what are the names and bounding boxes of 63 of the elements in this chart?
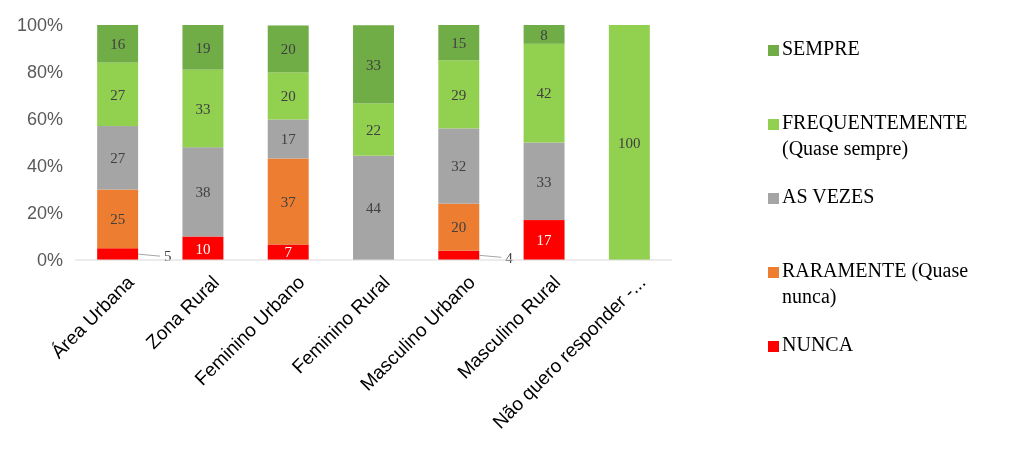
bar (267, 119, 309, 159)
bar (608, 25, 650, 260)
data-label: 33 (195, 100, 211, 117)
data-label: 17 (536, 232, 553, 249)
bar (438, 128, 480, 204)
data-label: 100 (618, 134, 641, 151)
bar (182, 69, 224, 148)
bar (267, 25, 309, 73)
bar (523, 142, 565, 221)
bar (97, 62, 139, 127)
data-label: 27 (110, 150, 126, 167)
legend-label: NUNCA (782, 333, 854, 355)
legend-label: RARAMENTE (Quase nunca) (782, 259, 969, 308)
legend-label: AS VEZES (782, 185, 875, 207)
bar (97, 126, 139, 190)
data-label: 29 (451, 86, 467, 103)
bar (438, 25, 480, 61)
data-label: 16 (110, 36, 126, 53)
bar (353, 103, 394, 156)
y-tick-label: 60% (26, 109, 63, 130)
data-label: 32 (451, 158, 467, 175)
y-tick-label: 0% (36, 250, 63, 271)
data-label: 5 (164, 248, 172, 265)
bar (353, 155, 394, 260)
data-label: 33 (366, 56, 381, 73)
data-label: 20 (451, 219, 467, 236)
legend-label: FREQUENTEMENTE (Quase sempre) (782, 111, 968, 160)
bar (438, 60, 480, 129)
data-label: 27 (110, 86, 126, 103)
bar (97, 189, 139, 249)
bar (97, 25, 139, 63)
y-tick-label: 100% (16, 15, 63, 36)
bar (353, 25, 394, 104)
bar (267, 158, 309, 245)
data-label: 38 (195, 184, 211, 201)
y-tick-label: 40% (26, 156, 63, 177)
bar (182, 25, 224, 70)
data-label: 8 (540, 26, 548, 43)
data-label: 15 (451, 34, 467, 51)
y-tick-label: 80% (26, 62, 63, 83)
data-label: 17 (280, 131, 297, 148)
bar (523, 43, 565, 143)
bar (97, 248, 139, 260)
data-label: 4 (505, 249, 514, 266)
data-label: 42 (536, 85, 552, 102)
bar (267, 244, 309, 260)
data-label: 10 (195, 240, 211, 257)
legend-label: SEMPRE (782, 37, 860, 59)
bar (438, 203, 480, 251)
data-label: 20 (280, 88, 296, 105)
data-label: 37 (280, 193, 297, 210)
data-label: 33 (536, 173, 552, 190)
data-label: 44 (366, 200, 382, 217)
data-label: 20 (280, 41, 296, 58)
data-label: 22 (366, 121, 381, 138)
bar (267, 72, 309, 120)
y-tick-label: 20% (26, 203, 63, 224)
bar (523, 25, 565, 44)
data-label: 25 (110, 211, 126, 228)
bar (523, 220, 565, 260)
data-label: 7 (284, 244, 293, 261)
data-label: 19 (195, 39, 211, 56)
bar (182, 147, 224, 237)
